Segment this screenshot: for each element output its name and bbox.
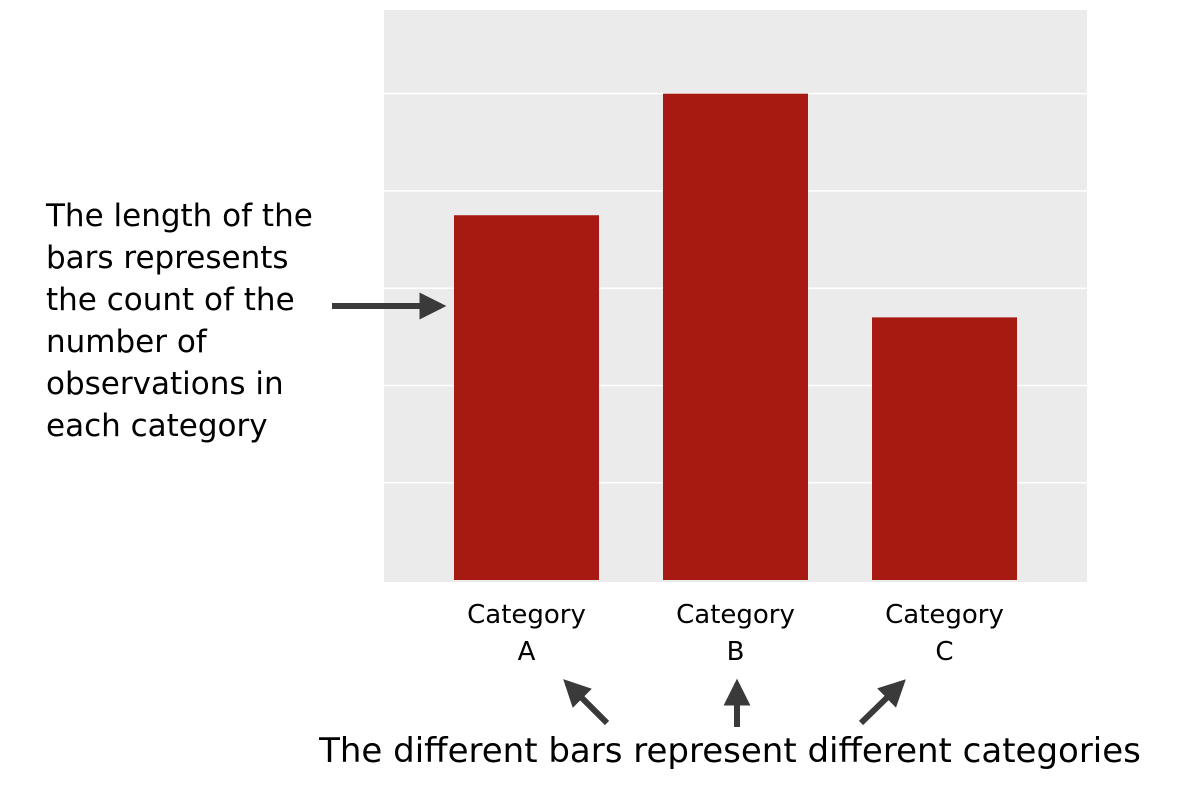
x-tick-label-b: Category B xyxy=(676,600,795,667)
left-annotation-line: number of xyxy=(46,324,208,360)
arrow-up-left-icon xyxy=(563,679,610,726)
arrow-up-right-icon xyxy=(858,679,906,726)
x-tick-label-c: Category C xyxy=(885,600,1004,667)
left-annotation-line: each category xyxy=(46,408,268,444)
x-tick-label-line: C xyxy=(935,637,953,667)
x-tick-label-line: B xyxy=(727,637,745,667)
left-annotation-line: The length of the xyxy=(45,198,313,234)
x-tick-label-line: Category xyxy=(676,600,795,630)
bar-category-a xyxy=(454,215,599,581)
x-tick-label-line: A xyxy=(518,637,536,667)
x-tick-label-line: Category xyxy=(885,600,1004,630)
bar-category-c xyxy=(872,317,1017,580)
x-tick-label-line: Category xyxy=(467,600,586,630)
left-annotation-line: bars represents xyxy=(46,240,289,276)
bar-category-b xyxy=(663,93,808,580)
left-annotation-line: the count of the xyxy=(46,282,295,318)
bottom-annotation-text: The different bars represent different c… xyxy=(318,731,1141,771)
left-annotation-text: The length of the bars represents the coun… xyxy=(45,198,313,444)
x-tick-label-a: Category A xyxy=(467,600,586,667)
left-annotation-line: observations in xyxy=(46,366,284,402)
